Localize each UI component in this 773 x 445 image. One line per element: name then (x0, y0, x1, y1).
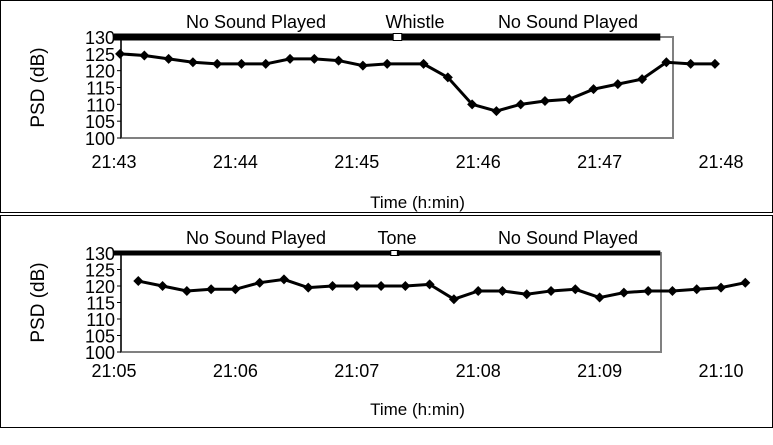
data-point (546, 285, 557, 296)
data-point (442, 72, 453, 83)
data-point (448, 294, 459, 305)
y-tick-label: 110 (86, 310, 115, 330)
x-tick-label: 21:44 (213, 152, 258, 172)
data-point (491, 106, 502, 117)
y-tick-label: 130 (85, 28, 115, 48)
data-point (327, 281, 338, 291)
data-point (643, 285, 654, 296)
plot-area (120, 36, 674, 139)
data-point (716, 282, 726, 293)
x-tick-label: 21:45 (334, 152, 379, 172)
data-point (400, 281, 411, 291)
y-tick-label: 115 (86, 79, 115, 99)
x-tick-label: 21:48 (698, 152, 743, 172)
data-point (618, 287, 629, 298)
data-point (236, 58, 247, 69)
data-point (497, 285, 508, 296)
data-point (139, 50, 150, 61)
segment-bar-silent (114, 250, 391, 256)
data-point (467, 99, 478, 110)
data-point (564, 94, 575, 105)
y-axis-label: PSD (dB) (28, 47, 49, 127)
x-tick-label: 21:05 (91, 361, 136, 381)
y-tick-label: 100 (85, 343, 115, 363)
data-point (473, 285, 484, 296)
data-point (709, 58, 720, 69)
segment-bar-sound (392, 33, 403, 41)
data-point (212, 58, 223, 69)
y-tick-label: 105 (85, 112, 115, 132)
segment-label: No Sound Played (186, 12, 326, 32)
y-tick-label: 130 (85, 244, 115, 264)
y-tick-label: 110 (86, 95, 115, 115)
chart-panel-tone: 130 125 120 115 110 105 100 PSD (dB) 21:05 21:06 2… (0, 215, 773, 428)
data-point (351, 281, 362, 291)
data-point (570, 284, 581, 295)
plot-area (120, 252, 662, 353)
data-point (685, 58, 696, 69)
data-point (206, 284, 217, 295)
data-point (594, 292, 605, 303)
data-point (254, 277, 265, 288)
segment-label: No Sound Played (186, 228, 326, 248)
data-point (278, 274, 289, 285)
data-point (163, 53, 174, 64)
y-tick-label: 115 (86, 294, 115, 314)
data-point (588, 84, 599, 95)
data-point (303, 282, 314, 293)
data-point (521, 289, 532, 300)
segment-bar-silent (114, 33, 394, 41)
data-point (309, 53, 320, 64)
x-axis-label: Time (h:min) (370, 400, 465, 419)
segment-label: Whistle (385, 12, 444, 32)
x-tick-label: 21:46 (456, 152, 501, 172)
data-point (424, 279, 435, 290)
data-point (637, 74, 648, 85)
y-tick-label: 120 (85, 277, 115, 297)
x-tick-label: 21:09 (577, 361, 622, 381)
y-axis-label: PSD (dB) (28, 262, 49, 342)
y-tick-label: 125 (85, 261, 115, 281)
data-point (691, 284, 702, 295)
y-tick-label: 100 (85, 129, 115, 149)
segment-label: No Sound Played (498, 12, 638, 32)
data-point (740, 277, 751, 288)
data-point (357, 60, 368, 71)
x-tick-label: 21:06 (213, 361, 258, 381)
data-point (612, 79, 623, 90)
chart-panel-whistle: 130 125 120 115 110 105 100 PSD (dB) 21:43 21:44 2… (0, 0, 773, 213)
segment-label: Tone (377, 228, 416, 248)
segment-bar-silent (396, 250, 661, 256)
data-point (285, 53, 296, 64)
x-tick-label: 21:08 (456, 361, 501, 381)
data-point (157, 281, 168, 291)
data-point (260, 58, 271, 69)
data-point (418, 58, 429, 69)
y-tick-label: 125 (85, 45, 115, 65)
data-point (376, 281, 387, 291)
x-tick-label: 21:47 (577, 152, 622, 172)
y-tick-label: 105 (85, 327, 115, 347)
x-axis-label: Time (h:min) (370, 193, 465, 212)
data-point (115, 48, 126, 59)
data-point (133, 276, 144, 287)
x-tick-label: 21:10 (698, 361, 743, 381)
data-point (667, 285, 678, 296)
data-point (230, 284, 241, 295)
data-point (187, 57, 198, 68)
x-tick-label: 21:07 (334, 361, 379, 381)
data-point (515, 99, 526, 110)
data-point (661, 57, 672, 68)
segment-label: No Sound Played (498, 228, 638, 248)
data-point (181, 285, 192, 296)
data-point (382, 58, 393, 69)
segment-bar-silent (401, 33, 661, 41)
y-tick-label: 120 (85, 62, 115, 82)
data-point (539, 95, 550, 106)
x-tick-label: 21:43 (91, 152, 136, 172)
data-point (333, 55, 344, 66)
